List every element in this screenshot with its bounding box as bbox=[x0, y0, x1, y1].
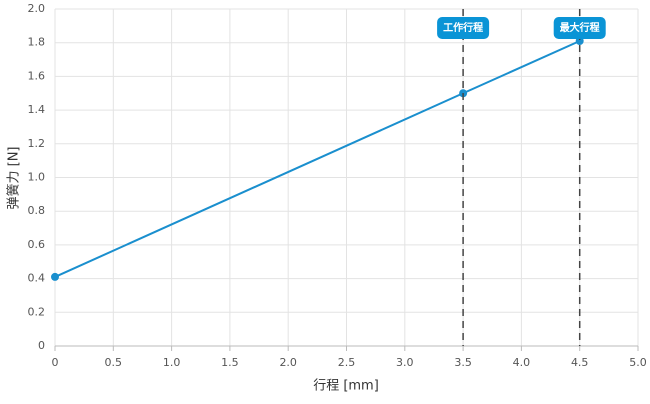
annotation-box bbox=[437, 17, 490, 39]
x-tick-label: 1.0 bbox=[163, 356, 181, 369]
y-tick-label: 0.2 bbox=[28, 305, 46, 318]
y-tick-label: 2.0 bbox=[28, 2, 46, 15]
x-axis-label: 行程 [mm] bbox=[313, 379, 379, 394]
y-tick-label: 1.6 bbox=[28, 69, 46, 82]
x-tick-label: 0 bbox=[52, 356, 59, 369]
y-tick-label: 1.2 bbox=[28, 137, 46, 150]
data-point bbox=[575, 37, 584, 46]
x-tick-label: 5.0 bbox=[629, 356, 647, 369]
y-tick-label: 0 bbox=[38, 339, 45, 352]
x-tick-label: 3.0 bbox=[396, 356, 414, 369]
x-tick-label: 4.0 bbox=[513, 356, 531, 369]
y-tick-label: 0.8 bbox=[28, 204, 46, 217]
y-tick-label: 1.8 bbox=[28, 36, 46, 49]
x-tick-label: 3.5 bbox=[454, 356, 472, 369]
x-tick-label: 1.5 bbox=[221, 356, 239, 369]
annotation-box bbox=[553, 17, 606, 39]
y-tick-label: 1.4 bbox=[28, 103, 46, 116]
annotation-label: 最大行程 bbox=[560, 21, 600, 34]
x-tick-label: 4.5 bbox=[571, 356, 589, 369]
y-tick-label: 0.4 bbox=[28, 272, 46, 285]
y-tick-label: 0.6 bbox=[28, 238, 46, 251]
y-axis-label: 弹簧力 [N] bbox=[6, 146, 22, 209]
data-point bbox=[51, 272, 59, 281]
annotation-label: 工作行程 bbox=[443, 21, 483, 34]
y-tick-label: 1.0 bbox=[28, 171, 46, 184]
x-tick-label: 2.5 bbox=[338, 356, 356, 369]
x-tick-label: 0.5 bbox=[105, 356, 123, 369]
x-tick-label: 2.0 bbox=[279, 356, 297, 369]
